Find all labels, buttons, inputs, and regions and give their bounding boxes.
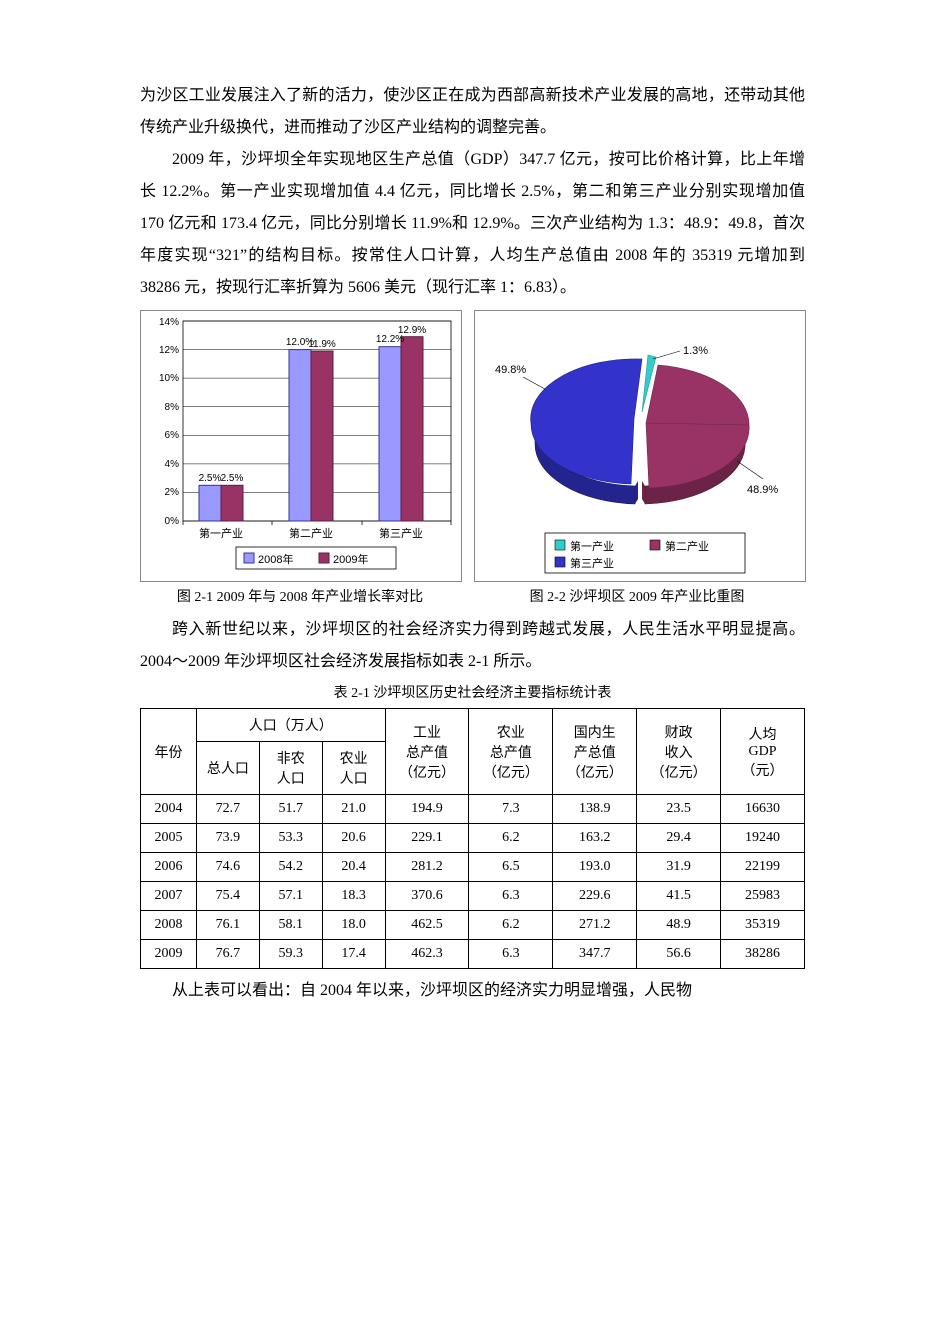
table-row: 200976.759.317.4462.36.3347.756.638286 [141,940,805,969]
val-2008-1: 2.5% [199,473,222,484]
caption-row: 图 2-1 2009 年与 2008 年产业增长率对比 图 2-2 沙坪坝区 2… [140,586,805,606]
table-row: 200876.158.118.0462.56.2271.248.935319 [141,911,805,940]
table-row: 200472.751.721.0194.97.3138.923.516630 [141,795,805,824]
th-percap: 人均 GDP （元） [721,709,805,795]
table-row: 200674.654.220.4281.26.5193.031.922199 [141,853,805,882]
bar-2009-1 [221,485,243,521]
ytick-7: 14% [159,317,179,328]
pie-legend: 第一产业 第二产业 第三产业 [545,533,745,573]
ytick-1: 2% [165,487,180,498]
bar-2009-3 [401,337,423,521]
pie-leg-1: 第一产业 [570,539,614,553]
bar-2008-2 [289,350,311,521]
th-totalpop: 总人口 [196,742,259,795]
page-container: 为沙区工业发展注入了新的活力，使沙区正在成为西部高新技术产业发展的高地，还带动其… [0,0,945,1067]
bar-chart: 0% 2% 4% 6% 8% 10% 12% 14% [140,310,462,582]
ytick-0: 0% [165,516,180,527]
val-2009-3: 12.9% [398,325,426,336]
th-industry: 工业 总产值 （亿元） [385,709,469,795]
th-nonagri: 非农 人口 [259,742,322,795]
bar-plot-area: 0% 2% 4% 6% 8% 10% 12% 14% [159,317,451,540]
ytick-4: 8% [165,402,180,413]
pie-leg-2: 第二产业 [665,539,709,553]
bar-legend: 2008年 2009年 [236,547,396,569]
val-2009-1: 2.5% [221,473,244,484]
pie-3d [531,355,750,504]
ytick-2: 4% [165,459,180,470]
table-body: 200472.751.721.0194.97.3138.923.516630 2… [141,795,805,969]
paragraph-4: 从上表可以看出：自 2004 年以来，沙坪坝区的经济实力明显增强，人民物 [140,975,805,1007]
th-year: 年份 [141,709,197,795]
bar-chart-svg: 0% 2% 4% 6% 8% 10% 12% 14% [141,311,461,581]
pie-caption: 图 2-2 沙坪坝区 2009 年产业比重图 [472,586,802,606]
bar-2008-1 [199,485,221,521]
th-finance: 财政 收入 （亿元） [637,709,721,795]
legend-2009: 2009年 [333,552,368,566]
th-gdp: 国内生 产总值 （亿元） [553,709,637,795]
pie-label-first: 1.3% [683,345,708,357]
charts-row: 0% 2% 4% 6% 8% 10% 12% 14% [140,310,805,582]
cat-2: 第二产业 [289,526,333,540]
ytick-6: 12% [159,345,179,356]
th-agri: 农业 总产值 （亿元） [469,709,553,795]
val-2009-2: 11.9% [308,339,336,350]
pie-label-third: 49.8% [495,364,526,376]
pie-chart: 1.3% 48.9% 49.8% 第一产业 第二产业 第三产业 [474,310,806,582]
cat-3: 第三产业 [379,526,423,540]
table-header-row-1: 年份 人口（万人） 工业 总产值 （亿元） 农业 总产值 （亿元） 国内生 产总… [141,709,805,742]
pie-label-second: 48.9% [747,484,778,496]
bar-caption: 图 2-1 2009 年与 2008 年产业增长率对比 [140,586,460,606]
bar-2009-2 [311,351,333,521]
ytick-3: 6% [165,430,180,441]
paragraph-3: 跨入新世纪以来，沙坪坝区的社会经济实力得到跨越式发展，人民生活水平明显提高。20… [140,614,805,678]
bar-2008-3 [379,347,401,521]
stats-table: 年份 人口（万人） 工业 总产值 （亿元） 农业 总产值 （亿元） 国内生 产总… [140,708,805,969]
legend-2008: 2008年 [258,552,293,566]
cat-1: 第一产业 [199,526,243,540]
table-row: 200775.457.118.3370.66.3229.641.525983 [141,882,805,911]
pie-chart-svg: 1.3% 48.9% 49.8% 第一产业 第二产业 第三产业 [475,311,805,581]
table-title: 表 2-1 沙坪坝区历史社会经济主要指标统计表 [140,682,805,702]
paragraph-1: 为沙区工业发展注入了新的活力，使沙区正在成为西部高新技术产业发展的高地，还带动其… [140,80,805,144]
th-agripop: 农业 人口 [322,742,385,795]
table-row: 200573.953.320.6229.16.2163.229.419240 [141,824,805,853]
paragraph-2: 2009 年，沙坪坝全年实现地区生产总值（GDP）347.7 亿元，按可比价格计… [140,144,805,304]
pie-leg-3: 第三产业 [570,556,614,570]
ytick-5: 10% [159,373,179,384]
th-pop-group: 人口（万人） [196,709,385,742]
